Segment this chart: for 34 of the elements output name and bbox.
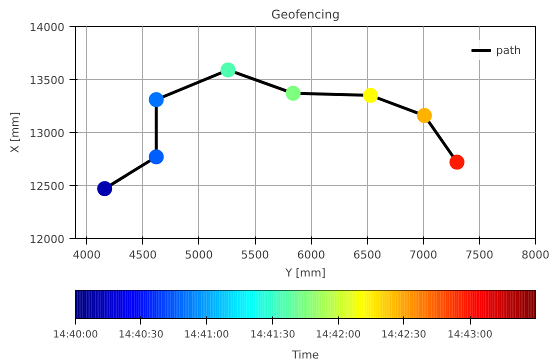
point: [363, 88, 378, 103]
point: [416, 108, 432, 124]
color-bar-title: Time: [291, 348, 320, 362]
point: [449, 154, 464, 170]
x-tick-label: 8000: [522, 248, 550, 262]
y-tick-label: 13500: [30, 74, 65, 87]
color-bar-label: 14:41:30: [250, 330, 296, 340]
x-tick-label: 5000: [184, 248, 213, 262]
x-axis-title: Y [mm]: [284, 266, 326, 280]
y-axis-title: X [mm]: [8, 112, 22, 154]
x-tick-label: 5500: [241, 248, 270, 262]
legend-label: path: [496, 44, 521, 56]
x-tick-label: 6000: [297, 248, 326, 262]
x-tick-label: 6500: [353, 248, 382, 262]
color-bar-label: 14:43:00: [448, 330, 492, 340]
x-tick-label: 4500: [128, 248, 157, 262]
point: [148, 92, 164, 108]
y-tick-label: 14000: [30, 21, 65, 34]
y-tick-label: 13000: [30, 127, 65, 140]
x-tick-label: 7500: [465, 248, 494, 262]
point: [97, 181, 112, 196]
color-bar-label: 14:41:00: [184, 330, 229, 340]
color-bar-label: 14:40:00: [53, 330, 98, 340]
x-tick-label: 4000: [72, 248, 101, 262]
color-bar-label: 14:40:30: [118, 330, 164, 340]
color-bar-label: 14:42:30: [381, 330, 426, 340]
chart-title: Geofencing: [271, 8, 340, 22]
color-bar-label: 14:42:00: [316, 330, 361, 340]
x-tick-label: 7000: [409, 248, 438, 262]
y-tick-label: 12000: [30, 233, 65, 246]
point: [148, 149, 164, 164]
y-tick-label: 12500: [30, 180, 65, 193]
point: [286, 86, 301, 101]
point: [220, 62, 236, 78]
